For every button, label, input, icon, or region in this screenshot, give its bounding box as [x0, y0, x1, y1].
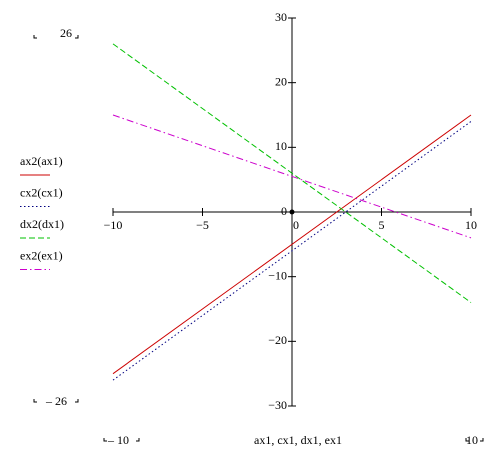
legend-label: ax2(ax1)	[20, 154, 63, 168]
origin-marker	[289, 209, 295, 215]
legend-label: cx2(cx1)	[20, 185, 63, 199]
x-range-left: – 10	[107, 433, 129, 447]
y-tick-label: 20	[275, 74, 287, 88]
x-tick-label: 10	[465, 218, 477, 232]
x-tick-label: −10	[104, 218, 123, 232]
series-line	[112, 121, 472, 381]
y-tick-label: −20	[268, 333, 287, 347]
series-line	[112, 43, 472, 303]
x-tick-label: 5	[379, 218, 385, 232]
series-line	[112, 114, 472, 239]
y-tick-label: 0	[281, 204, 287, 218]
x-range-right: 10	[466, 433, 478, 447]
y-range-bottom: – 26	[45, 394, 67, 408]
legend-label: ex2(ex1)	[20, 248, 63, 262]
range-brackets	[33, 35, 484, 442]
x-tick-label: 0	[293, 218, 299, 232]
y-tick-label: 30	[275, 10, 287, 24]
legend-label: dx2(dx1)	[20, 217, 64, 231]
x-axis-label: ax1, cx1, dx1, ex1	[254, 433, 342, 447]
y-range-top: 26	[60, 26, 72, 40]
y-tick-label: −10	[268, 268, 287, 282]
series-line	[112, 114, 472, 375]
y-tick-label: −30	[268, 398, 287, 412]
y-tick-label: 10	[275, 139, 287, 153]
x-tick-label: −5	[196, 218, 209, 232]
